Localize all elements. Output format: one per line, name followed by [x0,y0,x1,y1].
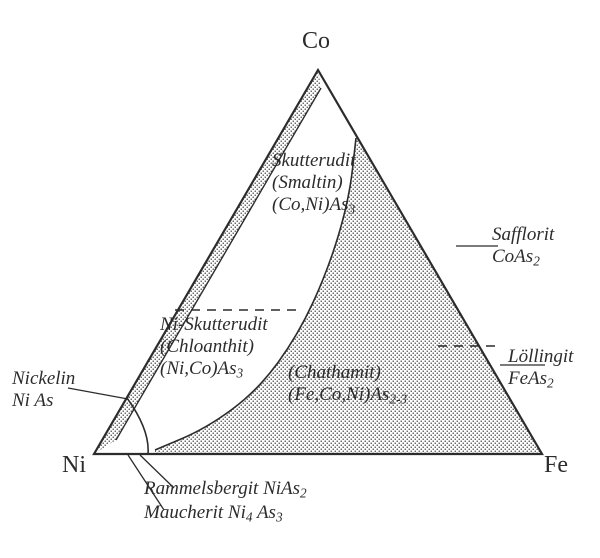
leader-nickelin [68,388,128,399]
vertex-co: Co [302,28,330,56]
label-rammelsbergit: Rammelsbergit NiAs2 [144,478,307,501]
label-lollingit: Löllingit FeAs2 [508,346,573,390]
label-skutterudit: Skutterudit (Smaltin) (Co,Ni)As3 [272,150,355,216]
label-chathamit: (Chathamit) (Fe,Co,Ni)As2-3 [288,362,407,406]
label-maucherit: Maucherit Ni4 As3 [144,502,283,525]
vertex-fe: Fe [544,452,568,480]
label-ni-skutterudit: Ni-Skutterudit (Chloanthit) (Ni,Co)As3 [160,314,268,380]
label-nickelin: Nickelin Ni As [12,368,75,412]
label-safflorit: Safflorit CoAs2 [492,224,554,268]
ternary-diagram [0,0,600,558]
vertex-ni: Ni [62,452,86,480]
